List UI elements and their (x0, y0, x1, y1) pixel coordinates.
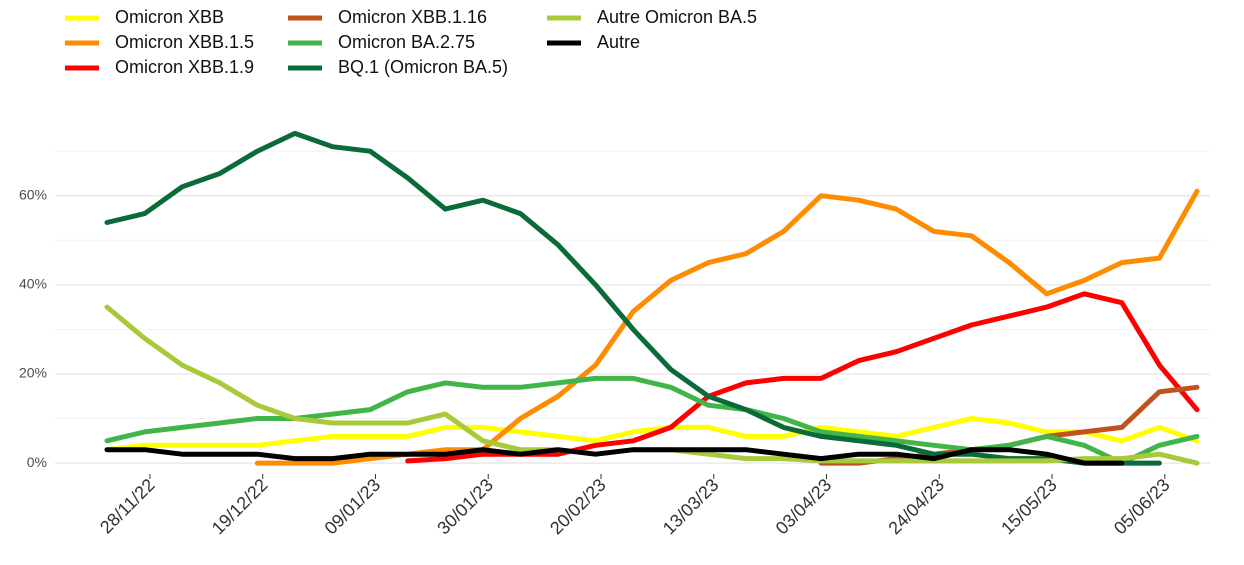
x-tick-label: 03/04/23 (772, 475, 836, 539)
y-tick-label: 60% (19, 186, 47, 202)
x-tick-label: 19/12/22 (208, 475, 272, 539)
legend-label: Omicron XBB (115, 7, 224, 27)
series-line (104, 416, 1200, 453)
legend-label: Omicron BA.2.75 (338, 32, 475, 52)
legend-label: Autre Omicron BA.5 (597, 7, 757, 27)
x-tick-label: 09/01/23 (321, 475, 385, 539)
x-tick-label: 13/03/23 (659, 475, 723, 539)
legend-label: Omicron XBB.1.9 (115, 57, 254, 77)
series-line (104, 130, 1162, 466)
series-line (104, 447, 1125, 466)
x-tick-label: 05/06/23 (1110, 475, 1174, 539)
x-tick-label: 28/11/22 (96, 475, 159, 538)
x-tick-label: 15/05/23 (997, 475, 1061, 539)
legend-label: Autre (597, 32, 640, 52)
x-tick-label: 20/02/23 (546, 475, 610, 539)
legend-label: Omicron XBB.1.16 (338, 7, 487, 27)
x-tick-label: 24/04/23 (884, 475, 948, 539)
legend-label: Omicron XBB.1.5 (115, 32, 254, 52)
y-tick-label: 40% (19, 276, 47, 292)
legend-label: BQ.1 (Omicron BA.5) (338, 57, 508, 77)
y-tick-label: 20% (19, 365, 47, 381)
x-tick-label: 30/01/23 (433, 475, 497, 539)
series-line (405, 291, 1200, 464)
y-tick-label: 0% (27, 454, 47, 470)
